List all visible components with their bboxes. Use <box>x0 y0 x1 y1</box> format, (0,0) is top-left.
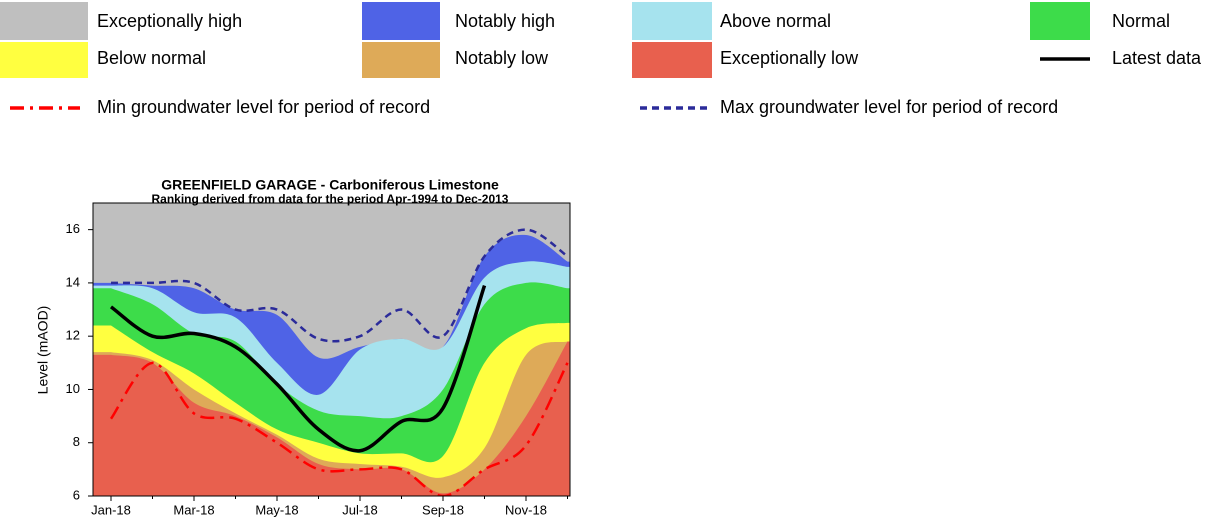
legend-label: Exceptionally high <box>97 11 242 31</box>
plot-frame <box>92 202 571 497</box>
legend-label: Notably low <box>455 48 549 68</box>
legend-swatch <box>0 42 88 78</box>
legend-swatch <box>632 2 712 40</box>
y-tick-label: 8 <box>73 434 80 449</box>
legend-swatch <box>1030 2 1090 40</box>
x-tick-label: Nov-18 <box>505 502 547 517</box>
legend-swatch <box>362 42 440 78</box>
chart-subtitle: Ranking derived from data for the period… <box>152 192 509 206</box>
series-line <box>109 361 569 496</box>
legend-label: Above normal <box>720 11 831 31</box>
chart-title: GREENFIELD GARAGE - Carboniferous Limest… <box>161 177 499 193</box>
x-tick-label: Jul-18 <box>342 502 377 517</box>
x-tick-label: Jan-18 <box>91 502 131 517</box>
series-line <box>109 285 487 453</box>
legend-swatch <box>0 2 88 40</box>
y-tick-label: 16 <box>66 221 80 236</box>
legend-label: Exceptionally low <box>720 48 859 68</box>
y-axis-label: Level (mAOD) <box>35 306 51 395</box>
legend-label: Normal <box>1112 11 1170 31</box>
legend-swatch <box>632 42 712 78</box>
x-tick-label: May-18 <box>255 502 298 517</box>
legend-swatch <box>362 2 440 40</box>
legend-label: Notably high <box>455 11 555 31</box>
x-tick-label: Mar-18 <box>173 502 214 517</box>
series-line <box>110 228 569 343</box>
legend-label: Min groundwater level for period of reco… <box>97 97 430 117</box>
y-tick-label: 6 <box>73 487 80 502</box>
legend-label: Max groundwater level for period of reco… <box>720 97 1058 117</box>
x-tick-label: Sep-18 <box>422 502 464 517</box>
legend-label: Below normal <box>97 48 206 68</box>
y-tick-label: 12 <box>66 328 80 343</box>
plot-area <box>93 203 570 496</box>
y-tick-label: 14 <box>66 274 80 289</box>
band-area <box>93 341 570 496</box>
y-tick-label: 10 <box>66 381 80 396</box>
legend-label: Latest data <box>1112 48 1202 68</box>
